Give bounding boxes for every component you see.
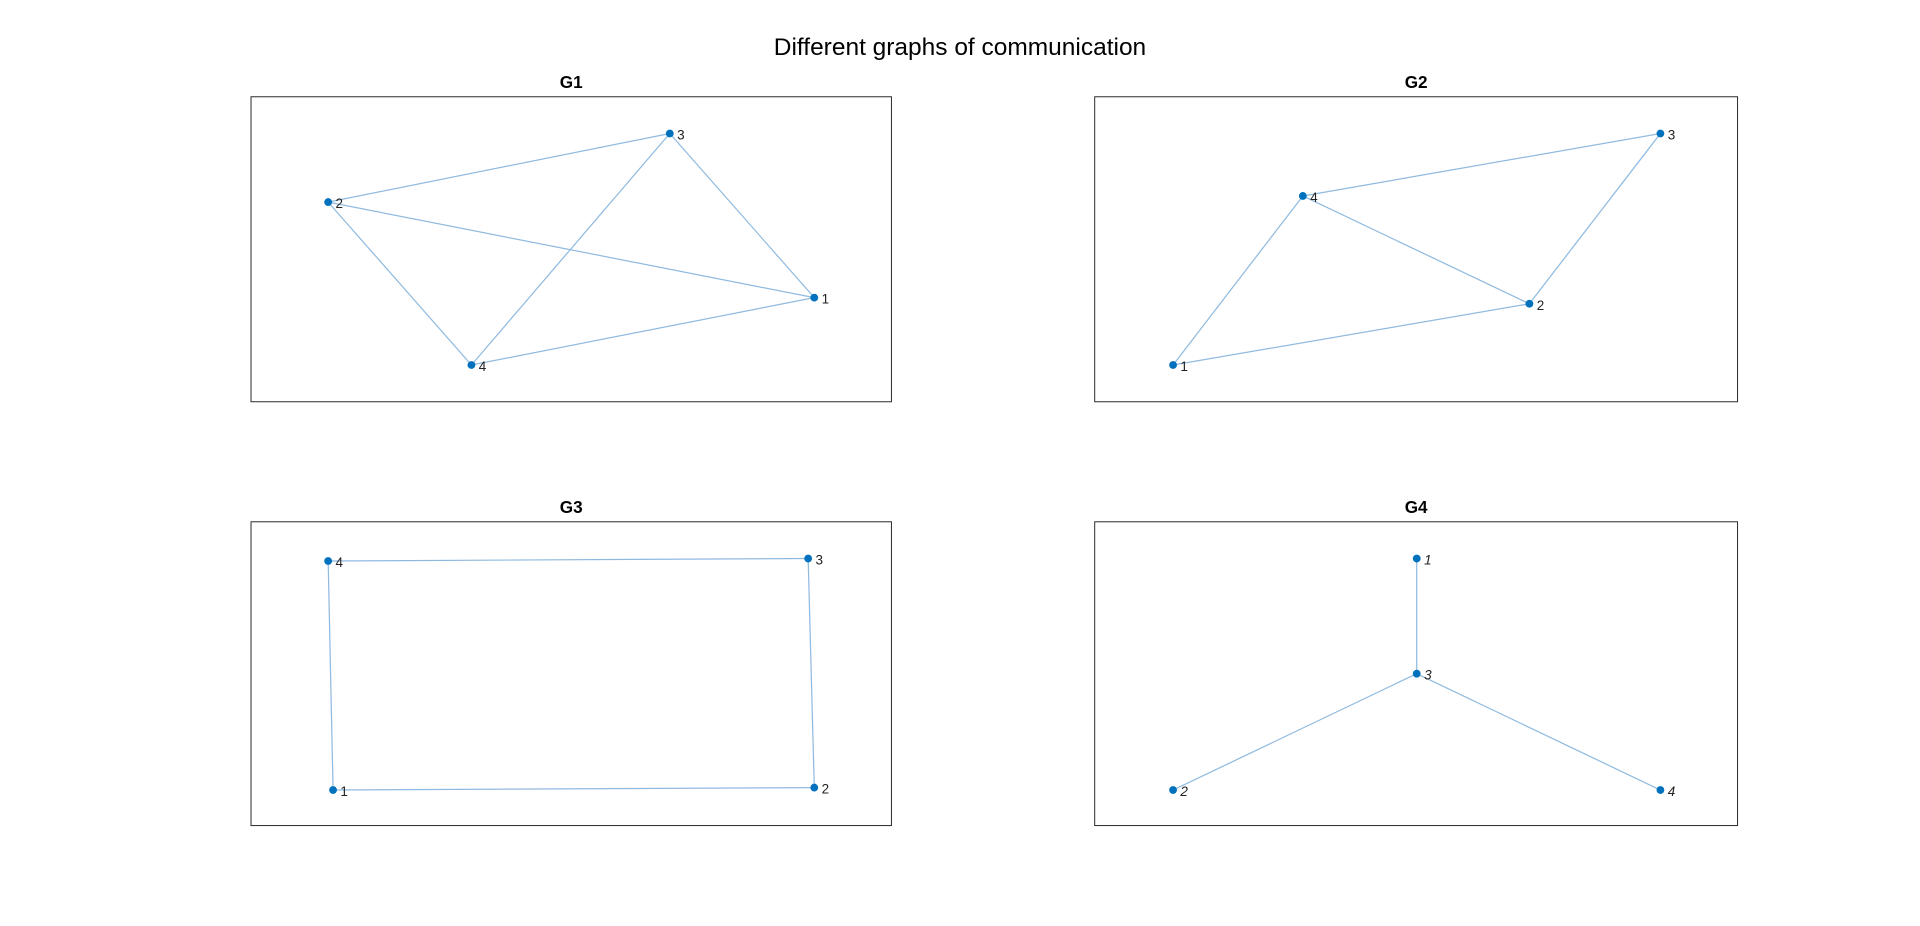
- edge: [328, 557, 809, 562]
- node-label: 3: [1424, 668, 1432, 683]
- node-label: 2: [1537, 298, 1544, 313]
- edge: [1302, 132, 1661, 197]
- node-label: 4: [1310, 190, 1318, 205]
- edge: [471, 297, 815, 366]
- edge: [1172, 673, 1417, 791]
- edge: [1172, 303, 1530, 366]
- node-label: 3: [816, 553, 823, 568]
- edge: [669, 133, 815, 299]
- node: [1656, 129, 1665, 138]
- node: [1169, 786, 1177, 794]
- node: [324, 557, 333, 565]
- node-label: 4: [479, 359, 487, 374]
- node-label: 4: [336, 555, 344, 570]
- edge: [333, 786, 815, 791]
- edge: [1528, 133, 1661, 305]
- node-label: 1: [822, 292, 829, 307]
- edge: [327, 560, 334, 791]
- node: [810, 293, 819, 302]
- node-label: 2: [336, 196, 343, 211]
- edge: [470, 133, 671, 366]
- panel-title: G4: [1405, 497, 1428, 517]
- node-label: 4: [1668, 784, 1675, 799]
- node: [329, 786, 337, 794]
- panel-title: G3: [560, 497, 583, 517]
- node: [1298, 192, 1307, 200]
- edge: [328, 201, 815, 299]
- edge: [1302, 195, 1530, 305]
- node: [324, 198, 333, 207]
- panel-title: G1: [560, 72, 583, 92]
- node-label: 3: [1668, 128, 1675, 143]
- figure-title: Different graphs of communication: [774, 34, 1146, 61]
- node: [1412, 554, 1421, 563]
- node: [665, 129, 674, 138]
- edge: [1416, 673, 1661, 791]
- edge: [1172, 195, 1304, 366]
- node-label: 1: [1424, 553, 1431, 568]
- node-label: 1: [340, 784, 347, 799]
- node: [810, 783, 819, 792]
- edge: [327, 201, 472, 366]
- node: [804, 554, 813, 563]
- node-label: 2: [1179, 784, 1188, 799]
- node-label: 2: [822, 782, 829, 797]
- node: [1525, 299, 1534, 308]
- edge: [328, 132, 670, 203]
- edge: [807, 558, 815, 788]
- node: [1169, 361, 1177, 369]
- node: [1656, 786, 1665, 794]
- node: [1412, 669, 1421, 678]
- node-label: 1: [1180, 359, 1187, 374]
- panel-box: [250, 521, 892, 827]
- panel-title: G2: [1405, 72, 1428, 92]
- node: [467, 361, 476, 369]
- node-label: 3: [677, 128, 684, 143]
